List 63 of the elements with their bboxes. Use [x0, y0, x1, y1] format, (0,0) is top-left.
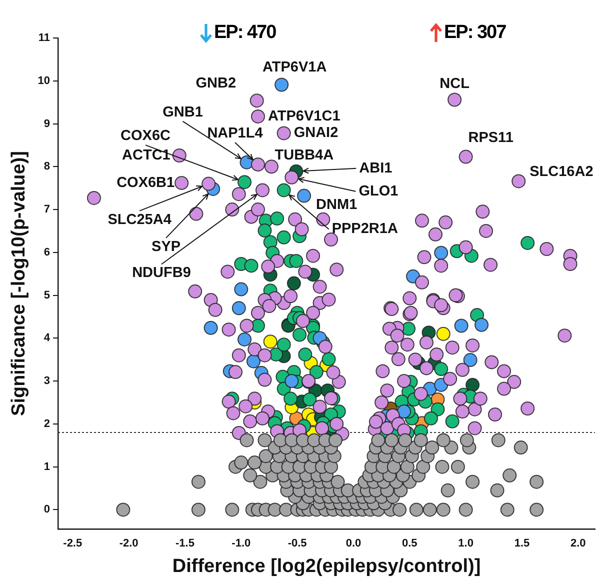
- annotation: RPS11: [468, 130, 514, 146]
- x-tick-label: 0.5: [402, 538, 418, 550]
- annotation: ABI1: [359, 160, 392, 176]
- annotation: COX6C: [120, 128, 172, 144]
- y-tick-label: 5: [44, 289, 50, 302]
- y-tick-label: 9: [44, 118, 50, 130]
- annotation: SYP: [152, 238, 181, 255]
- point: [466, 378, 480, 392]
- point: [454, 318, 468, 333]
- x-tick-label: 1.0: [458, 538, 474, 550]
- y-tick-label: 7: [44, 204, 50, 216]
- y-tick-label: 10: [38, 74, 50, 87]
- point: [463, 353, 478, 368]
- point: [474, 318, 489, 332]
- point: [238, 332, 252, 346]
- y-tick-label: 0: [44, 504, 50, 516]
- y-tick-label: 11: [38, 32, 50, 44]
- point: [397, 404, 412, 419]
- point: [232, 301, 246, 316]
- x-tick-label: -2.5: [63, 538, 82, 550]
- x-tick-label: -0.5: [288, 538, 307, 550]
- point: [263, 334, 278, 349]
- annotation: NDUFB9: [132, 265, 191, 282]
- point: [297, 188, 312, 203]
- annotation: GNB1: [162, 104, 203, 120]
- point: [434, 246, 448, 260]
- annotation: EP: 470: [214, 22, 276, 44]
- y-tick-label: 8: [44, 160, 50, 173]
- y-tick-label: 6: [44, 246, 50, 258]
- point: [234, 282, 248, 296]
- annotation: EP: 307: [444, 22, 506, 44]
- point: [246, 354, 260, 368]
- point: [204, 320, 218, 335]
- point: [274, 78, 289, 92]
- annotation: ACTC1: [122, 147, 170, 164]
- annotation: NCL: [440, 76, 470, 92]
- annotation: ATP6V1A: [262, 60, 328, 76]
- y-tick-label: 3: [44, 375, 50, 388]
- x-tick-label: -1.0: [232, 538, 251, 550]
- x-tick-label: -2.0: [119, 538, 138, 550]
- x-tick-label: 0.0: [346, 538, 362, 550]
- annotation: TUBB4A: [274, 147, 334, 164]
- annotation: GLO1: [358, 183, 398, 200]
- annotation: DNM1: [316, 196, 358, 213]
- x-tick-label: -1.5: [175, 538, 194, 550]
- annotation: SLC25A4: [108, 212, 172, 228]
- point: [286, 276, 301, 290]
- annotation: SLC16A2: [530, 164, 594, 180]
- annotation: COX6B1: [116, 174, 175, 191]
- annotation: GNB2: [196, 76, 236, 92]
- y-tick-label: 1: [44, 460, 50, 473]
- y-tick-label: 4: [44, 332, 51, 344]
- annotation: GNAI2: [294, 125, 338, 142]
- annotation: ATP6V1C1: [268, 108, 340, 124]
- point: [436, 326, 450, 341]
- y-tick-label: 2: [44, 418, 50, 430]
- point: [284, 374, 299, 388]
- annotation: NAP1L4: [207, 126, 263, 142]
- x-tick-label: 1.5: [514, 538, 530, 550]
- annotation: PPP2R1A: [332, 221, 398, 238]
- x-axis-title: Difference [log2(epilepsy/control)]: [172, 556, 481, 577]
- x-tick-label: 2.0: [570, 538, 586, 550]
- y-axis-title: Significance [-log10(p-value)]: [8, 151, 30, 416]
